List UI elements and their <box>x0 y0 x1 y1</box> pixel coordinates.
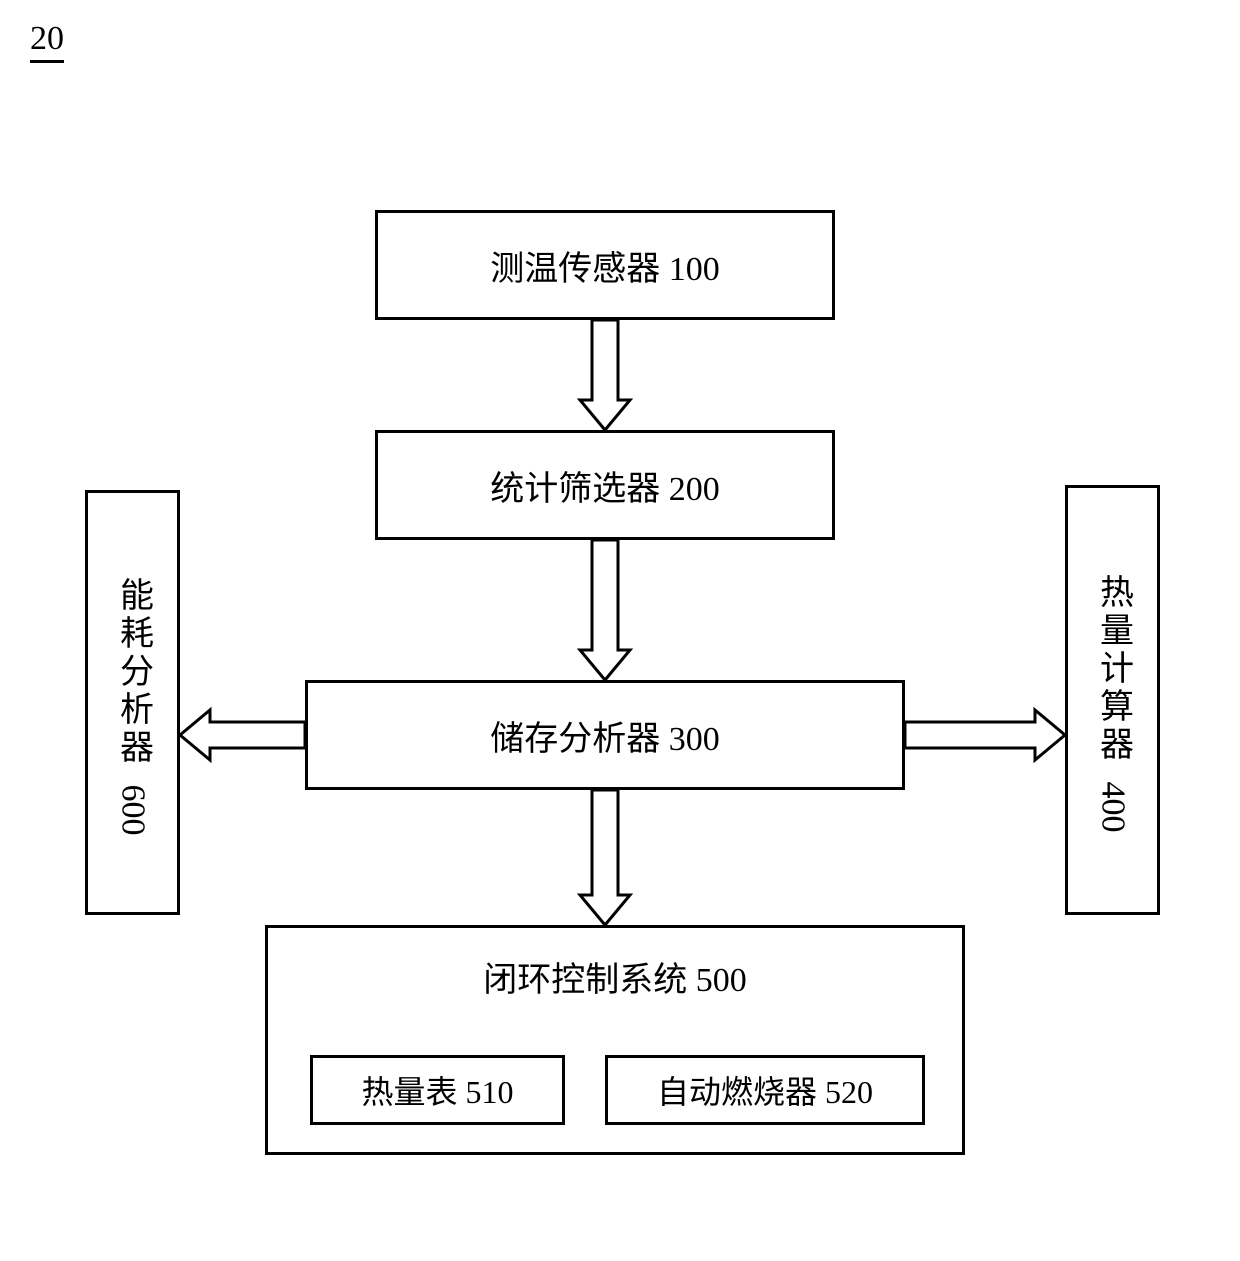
node-auto-burner-520: 自动燃烧器 520 <box>605 1055 925 1125</box>
node-label: 能耗分析器600 <box>107 577 158 829</box>
arrow-n200-n300 <box>580 540 630 680</box>
arrow-n300-n400 <box>905 710 1065 760</box>
node-label: 自动燃烧器 520 <box>657 1067 873 1113</box>
node-energy-analyzer-600: 能耗分析器600 <box>85 490 180 915</box>
node-label: 热量计算器400 <box>1087 574 1138 826</box>
arrow-n300-n500 <box>580 790 630 925</box>
node-storage-analyzer-300: 储存分析器 300 <box>305 680 905 790</box>
node-label: 储存分析器 300 <box>490 711 720 760</box>
node-label: 统计筛选器 200 <box>490 461 720 510</box>
arrow-n300-n600 <box>180 710 305 760</box>
node-temp-sensor-100: 测温传感器 100 <box>375 210 835 320</box>
node-label: 闭环控制系统 500 <box>268 952 962 1001</box>
arrow-n100-n200 <box>580 320 630 430</box>
node-heat-meter-510: 热量表 510 <box>310 1055 565 1125</box>
node-label: 热量表 510 <box>361 1067 513 1113</box>
node-heat-calculator-400: 热量计算器400 <box>1065 485 1160 915</box>
node-label: 测温传感器 100 <box>490 241 720 290</box>
flowchart-diagram: 测温传感器 100 统计筛选器 200 储存分析器 300 能耗分析器600 热… <box>0 0 1240 1261</box>
node-stat-filter-200: 统计筛选器 200 <box>375 430 835 540</box>
